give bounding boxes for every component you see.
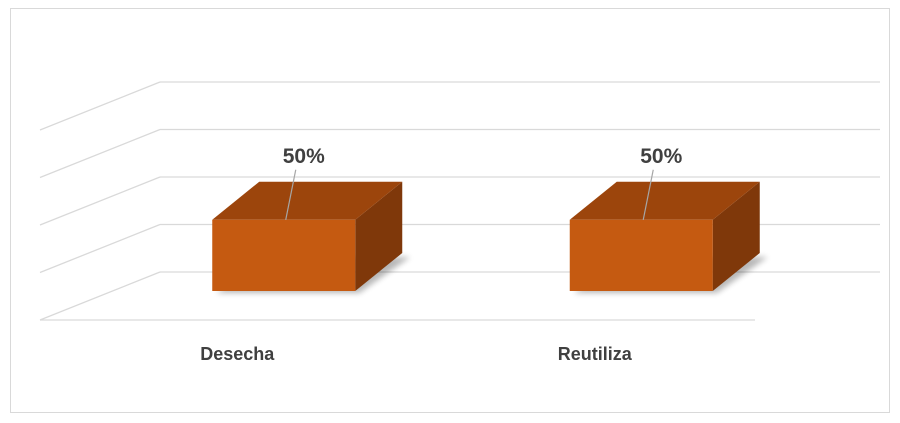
gridline-side-3 [39,128,161,179]
labels: 50% Desecha 50% Reutiliza [200,145,682,364]
category-label-1: Reutiliza [558,344,633,364]
gridline-side-1 [39,223,161,274]
bar-1 [569,219,713,291]
bars [212,181,768,293]
gridline-side-4 [39,81,161,131]
gridlines [39,81,880,321]
bar-0 [212,219,356,291]
leader-line-0 [285,169,297,220]
data-label-1: 50% [640,145,682,168]
data-label-0: 50% [283,145,325,168]
bar-side-0 [355,181,403,291]
leader-line-1 [642,169,654,220]
bar-side-1 [712,181,760,291]
gridline-side-2 [39,176,161,226]
category-label-0: Desecha [200,344,275,364]
bar-top-0 [212,181,403,220]
gridline-side-0 [39,271,161,321]
bar-top-1 [569,181,760,220]
